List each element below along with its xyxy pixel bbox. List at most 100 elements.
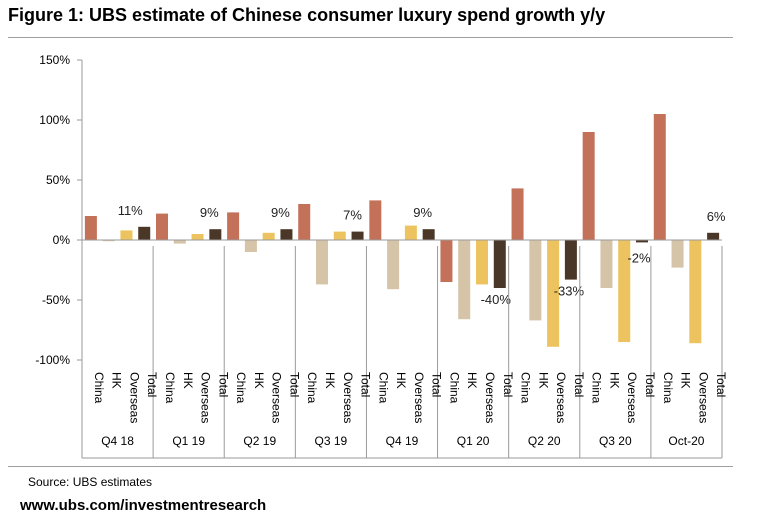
data-label-total: 11% xyxy=(118,203,143,218)
bar-china-3 xyxy=(227,212,240,240)
sub-category-label: China xyxy=(519,372,533,404)
bar-overseas-8 xyxy=(618,240,631,342)
bar-hk-7 xyxy=(529,240,542,321)
group-label: Oct-20 xyxy=(668,434,704,448)
bar-china-4 xyxy=(298,204,311,240)
sub-category-label: HK xyxy=(323,372,337,389)
bar-china-5 xyxy=(369,200,382,240)
sub-category-label: Overseas xyxy=(625,372,639,423)
sub-category-label: HK xyxy=(536,372,550,389)
data-label-total: 9% xyxy=(413,205,432,220)
sub-category-label: Total xyxy=(643,372,657,397)
sub-category-label: Overseas xyxy=(696,372,710,423)
sub-category-label: Total xyxy=(501,372,515,397)
sub-category-label: Overseas xyxy=(341,372,355,423)
group-label: Q2 19 xyxy=(243,434,276,448)
sub-category-label: HK xyxy=(679,372,693,389)
y-tick-label: 100% xyxy=(39,113,70,127)
sub-category-label: China xyxy=(305,372,319,404)
bar-hk-8 xyxy=(600,240,613,288)
sub-category-label: China xyxy=(92,372,106,404)
sub-category-label: Total xyxy=(572,372,586,397)
sub-category-label: Total xyxy=(287,372,301,397)
data-label-total: 9% xyxy=(200,205,219,220)
sub-category-label: Total xyxy=(430,372,444,397)
data-label-total: 9% xyxy=(271,205,290,220)
group-label: Q3 20 xyxy=(599,434,632,448)
sub-category-label: HK xyxy=(394,372,408,389)
bar-overseas-2 xyxy=(191,234,204,240)
data-label-total: -40% xyxy=(481,292,512,307)
sub-category-label: Total xyxy=(216,372,230,397)
group-label: Q1 19 xyxy=(172,434,205,448)
sub-category-label: Overseas xyxy=(199,372,213,423)
sub-category-label: Overseas xyxy=(554,372,568,423)
y-tick-label: 50% xyxy=(46,173,70,187)
sub-category-label: China xyxy=(163,372,177,404)
sub-category-label: China xyxy=(590,372,604,404)
source-note: Source: UBS estimates xyxy=(28,475,153,489)
sub-category-label: China xyxy=(661,372,675,404)
bar-chart: -100% -50% 0% 50% 100% 150% 11% 9% 9% 7% 9% -40% -3… xyxy=(35,53,728,459)
data-label-total: 7% xyxy=(343,208,362,223)
bar-total-7 xyxy=(564,240,577,280)
bar-hk-3 xyxy=(244,240,257,252)
bar-total-5 xyxy=(422,229,435,240)
bar-hk-2 xyxy=(173,240,186,244)
sub-category-label: HK xyxy=(465,372,479,389)
bar-china-2 xyxy=(156,213,168,240)
y-tick-label: -100% xyxy=(35,353,70,367)
sub-category-label: China xyxy=(234,372,248,404)
bar-overseas-6 xyxy=(476,240,488,285)
data-labels: 11% 9% 9% 7% 9% -40% -33% -2% 6% xyxy=(118,203,726,307)
group-label: Q1 20 xyxy=(457,434,490,448)
bar-china-9 xyxy=(653,114,666,240)
bar-overseas-7 xyxy=(547,240,560,347)
bar-total-2 xyxy=(209,229,222,240)
sub-category-label: HK xyxy=(252,372,266,389)
bar-hk-6 xyxy=(458,240,471,320)
sub-category-label: HK xyxy=(607,372,621,389)
bar-overseas-4 xyxy=(333,231,346,240)
y-axis: -100% -50% 0% 50% 100% 150% xyxy=(35,53,83,458)
data-label-total: 6% xyxy=(707,209,726,224)
sub-category-label: Total xyxy=(714,372,728,397)
bar-hk-5 xyxy=(387,240,400,290)
sub-category-label: Overseas xyxy=(483,372,497,423)
sub-category-label: HK xyxy=(181,372,195,389)
group-label: Q2 20 xyxy=(528,434,561,448)
sub-category-label: Total xyxy=(359,372,373,397)
bar-overseas-9 xyxy=(689,240,702,344)
bar-china-6 xyxy=(440,240,453,282)
figure-title: Figure 1: UBS estimate of Chinese consum… xyxy=(8,5,606,25)
sub-category-label: HK xyxy=(110,372,124,389)
bar-total-4 xyxy=(351,231,364,240)
sub-category-label: Overseas xyxy=(270,372,284,423)
y-tick-label: 0% xyxy=(53,233,71,247)
y-tick-label: 150% xyxy=(39,53,70,67)
title-divider xyxy=(8,37,733,38)
bar-china-8 xyxy=(582,132,595,240)
bar-total-6 xyxy=(493,240,506,288)
data-label-total: -33% xyxy=(554,284,585,299)
sub-category-label: Total xyxy=(145,372,159,397)
group-label: Q4 19 xyxy=(386,434,419,448)
bar-hk-1 xyxy=(102,240,115,242)
sub-category-label: Overseas xyxy=(127,372,141,423)
y-tick-label: -50% xyxy=(42,293,70,307)
bar-china-1 xyxy=(84,216,97,240)
bar-total-3 xyxy=(280,229,293,240)
website-link[interactable]: www.ubs.com/investmentresearch xyxy=(20,497,267,514)
bar-total-8 xyxy=(636,240,648,243)
bar-series xyxy=(84,114,720,347)
sub-category-label: China xyxy=(447,372,461,404)
sub-category-label: China xyxy=(376,372,390,404)
bar-overseas-3 xyxy=(262,232,275,240)
group-label: Q4 18 xyxy=(101,434,134,448)
bar-overseas-1 xyxy=(120,230,133,240)
footer-divider xyxy=(8,466,733,467)
sub-category-label: Overseas xyxy=(412,372,426,423)
group-label: Q3 19 xyxy=(315,434,348,448)
bar-hk-9 xyxy=(671,240,684,268)
